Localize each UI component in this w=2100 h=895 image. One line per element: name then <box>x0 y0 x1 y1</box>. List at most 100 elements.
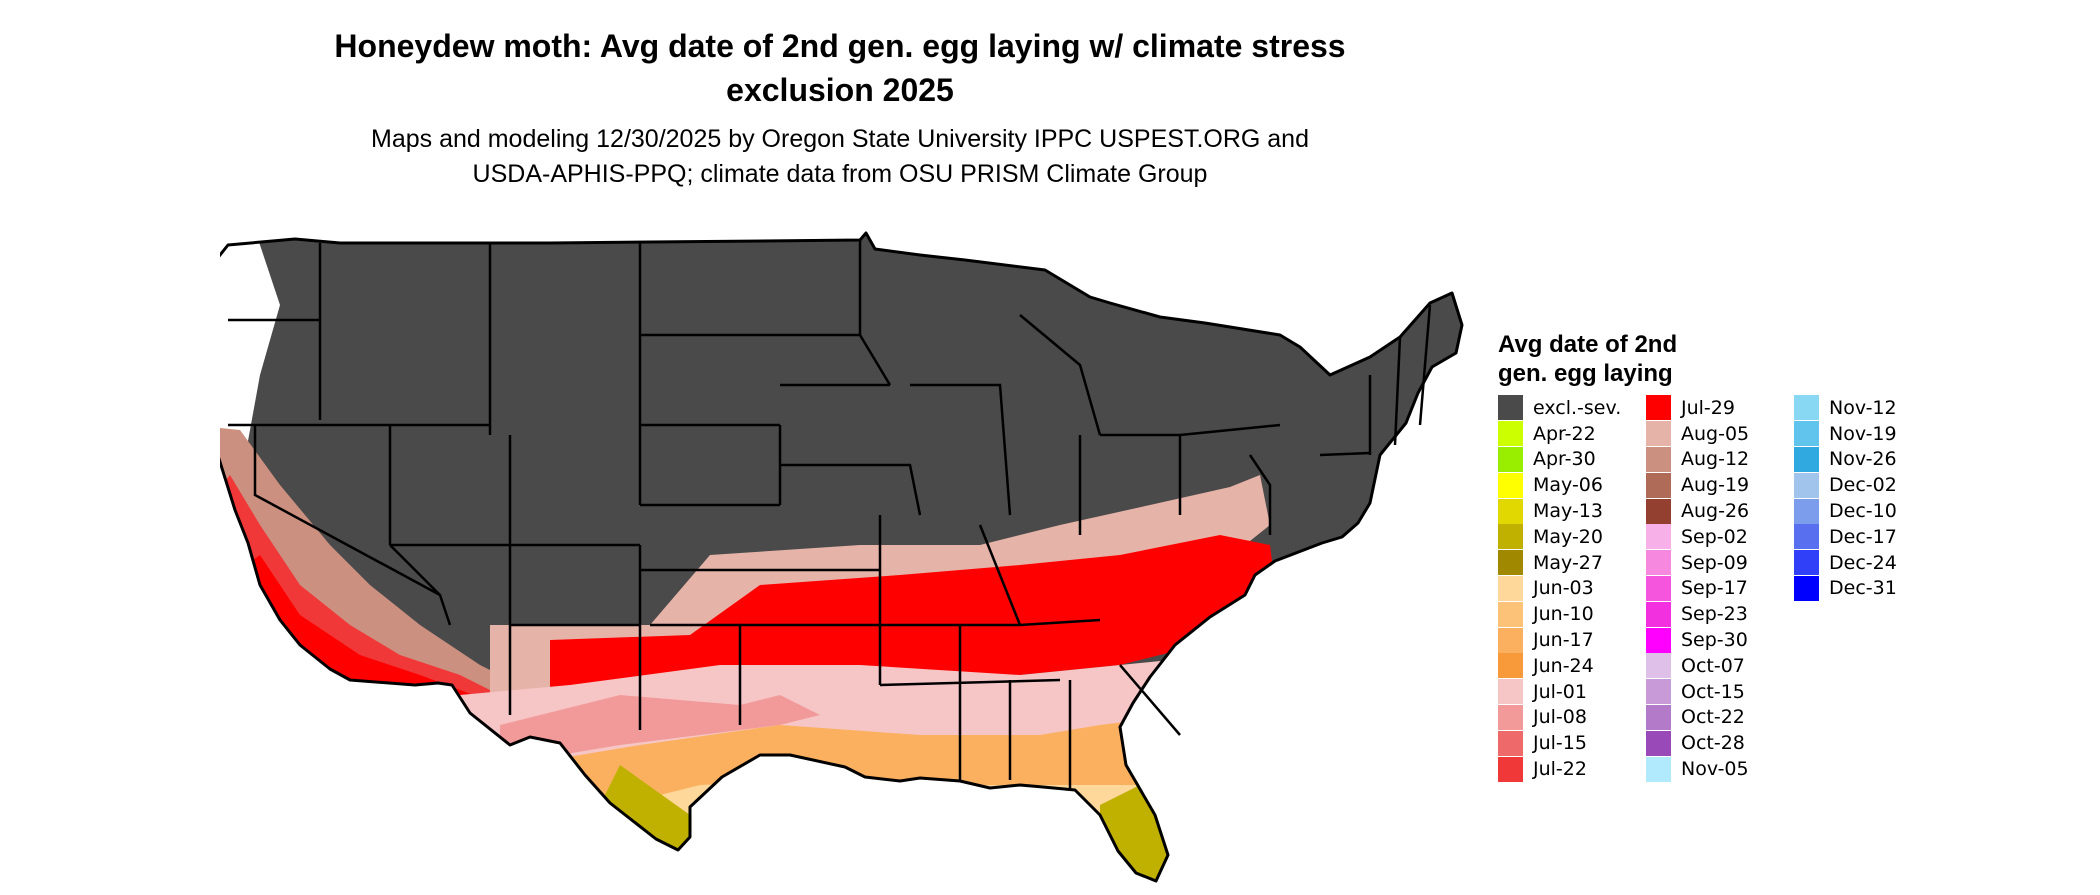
legend-item: Jul-15 <box>1498 730 1646 756</box>
legend-item: Dec-24 <box>1794 550 1942 576</box>
legend-label: Jun-10 <box>1533 603 1594 626</box>
legend-title: Avg date of 2nd gen. egg laying <box>1498 330 1942 388</box>
map-legend: Avg date of 2nd gen. egg laying excl.-se… <box>1498 330 1942 782</box>
legend-item: Apr-22 <box>1498 421 1646 447</box>
legend-item: Jul-22 <box>1498 756 1646 782</box>
legend-label: Nov-26 <box>1829 448 1897 471</box>
legend-label: Jul-29 <box>1681 396 1735 419</box>
legend-item: Oct-28 <box>1646 730 1794 756</box>
legend-label: Jun-24 <box>1533 654 1594 677</box>
legend-swatch <box>1646 498 1671 524</box>
legend-swatch <box>1646 756 1671 782</box>
legend-item: Apr-30 <box>1498 446 1646 473</box>
legend-label: excl.-sev. <box>1533 396 1622 419</box>
legend-item: May-13 <box>1498 498 1646 524</box>
legend-item: Aug-19 <box>1646 472 1794 498</box>
map-subtitle: Maps and modeling 12/30/2025 by Oregon S… <box>200 122 1480 192</box>
legend-swatch <box>1498 446 1523 472</box>
legend-swatch <box>1498 627 1523 653</box>
legend-item: Dec-17 <box>1794 524 1942 550</box>
legend-label: Oct-22 <box>1681 706 1745 729</box>
legend-label: Jul-22 <box>1533 758 1587 781</box>
legend-label: Nov-05 <box>1681 758 1749 781</box>
legend-swatch <box>1646 395 1671 421</box>
legend-swatch <box>1498 395 1523 421</box>
legend-swatch <box>1794 421 1819 447</box>
legend-item: Aug-12 <box>1646 446 1794 473</box>
legend-label: Aug-26 <box>1681 500 1750 523</box>
legend-label: Dec-24 <box>1829 551 1897 574</box>
legend-label: Sep-09 <box>1681 551 1748 574</box>
legend-label: Sep-02 <box>1681 525 1748 548</box>
legend-label: Aug-19 <box>1681 474 1750 497</box>
us-outline <box>220 231 1464 883</box>
legend-label: May-20 <box>1533 525 1603 548</box>
map-color-zones <box>220 233 1462 881</box>
legend-swatch <box>1498 679 1523 705</box>
legend-item: excl.-sev. <box>1498 395 1646 421</box>
legend-label: Dec-31 <box>1829 577 1897 600</box>
legend-swatch <box>1646 550 1671 576</box>
legend-swatch <box>1498 498 1523 524</box>
legend-label: Dec-17 <box>1829 525 1897 548</box>
legend-label: Apr-30 <box>1533 448 1596 471</box>
legend-label: Jun-17 <box>1533 629 1594 652</box>
legend-swatch <box>1794 472 1819 498</box>
legend-item: Sep-30 <box>1646 627 1794 653</box>
legend-item: Sep-09 <box>1646 550 1794 576</box>
legend-swatch <box>1498 524 1523 550</box>
legend-label: Jul-15 <box>1533 732 1587 755</box>
legend-item: May-27 <box>1498 550 1646 576</box>
legend-swatch <box>1498 756 1523 782</box>
legend-swatch <box>1794 446 1819 472</box>
map-subtitle-line-2: USDA-APHIS-PPQ; climate data from OSU PR… <box>472 160 1208 188</box>
legend-swatch <box>1646 679 1671 705</box>
legend-item: Dec-31 <box>1794 575 1942 602</box>
legend-item: Sep-23 <box>1646 601 1794 627</box>
map-subtitle-line-1: Maps and modeling 12/30/2025 by Oregon S… <box>371 125 1309 153</box>
legend-item: May-20 <box>1498 524 1646 550</box>
legend-column: Jul-29 Aug-05 Aug-12 Aug-19 Aug-26 Sep-02 Sep-… <box>1646 395 1794 782</box>
legend-swatch <box>1646 421 1671 447</box>
legend-label: Jul-08 <box>1533 706 1587 729</box>
legend-item: Nov-26 <box>1794 446 1942 473</box>
legend-item: Nov-12 <box>1794 395 1942 421</box>
legend-swatch <box>1498 472 1523 498</box>
legend-item: Oct-15 <box>1646 679 1794 705</box>
legend-label: Oct-15 <box>1681 680 1745 703</box>
legend-swatch <box>1498 730 1523 756</box>
legend-swatch <box>1498 601 1523 627</box>
legend-item: Jul-29 <box>1646 395 1794 421</box>
legend-item: Dec-02 <box>1794 472 1942 498</box>
legend-label: Aug-12 <box>1681 448 1750 471</box>
legend-title-line-1: Avg date of 2nd <box>1498 331 1678 358</box>
legend-item: Jun-03 <box>1498 575 1646 602</box>
legend-label: Oct-07 <box>1681 654 1745 677</box>
map-title-line-2: exclusion 2025 <box>726 72 954 108</box>
legend-swatch <box>1498 653 1523 679</box>
zone-no-data-coast <box>220 233 280 525</box>
legend-swatch <box>1646 524 1671 550</box>
legend-column: Nov-12 Nov-19 Nov-26 Dec-02 Dec-10 Dec-17 Dec-… <box>1794 395 1942 782</box>
legend-label: Oct-28 <box>1681 732 1745 755</box>
legend-swatch <box>1794 395 1819 421</box>
legend-item: May-06 <box>1498 472 1646 498</box>
legend-label: Apr-22 <box>1533 422 1596 445</box>
legend-swatch <box>1498 575 1523 601</box>
legend-item: Sep-17 <box>1646 575 1794 602</box>
legend-item: Jul-01 <box>1498 679 1646 705</box>
legend-label: Dec-10 <box>1829 500 1897 523</box>
legend-item: Jun-17 <box>1498 627 1646 653</box>
legend-item: Jul-08 <box>1498 704 1646 731</box>
map-title-line-1: Honeydew moth: Avg date of 2nd gen. egg … <box>334 28 1346 64</box>
legend-label: Aug-05 <box>1681 422 1750 445</box>
legend-item: Oct-07 <box>1646 653 1794 679</box>
legend-item: Jun-24 <box>1498 653 1646 679</box>
legend-item: Nov-19 <box>1794 421 1942 447</box>
legend-swatch <box>1498 550 1523 576</box>
legend-column: excl.-sev. Apr-22 Apr-30 May-06 May-13 May-20… <box>1498 395 1646 782</box>
legend-label: Jul-01 <box>1533 680 1587 703</box>
legend-label: May-27 <box>1533 551 1603 574</box>
legend-label: Nov-19 <box>1829 422 1897 445</box>
legend-item: Nov-05 <box>1646 756 1794 782</box>
